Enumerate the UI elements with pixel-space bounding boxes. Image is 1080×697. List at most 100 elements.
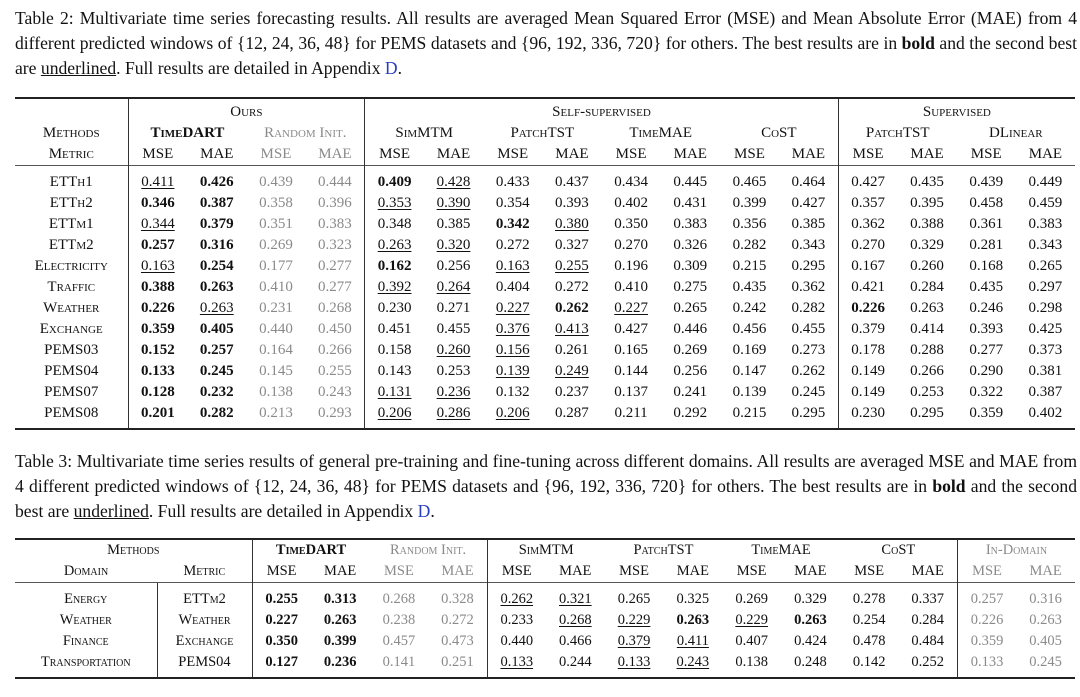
metric-header: MAE — [911, 563, 944, 579]
value-cell: 0.446 — [673, 321, 708, 337]
value-cell: 0.272 — [555, 279, 589, 295]
value-cell: 0.142 — [839, 652, 899, 679]
value-cell: 0.253 — [436, 363, 471, 379]
value-cell: 0.466 — [558, 633, 592, 649]
domain-name: Finance — [62, 633, 109, 649]
dataset-name: Exchange — [39, 321, 103, 337]
value-cell: 0.213 — [246, 403, 306, 430]
value-cell: 0.230 — [364, 298, 424, 319]
value-cell: 0.230 — [837, 403, 898, 430]
value-cell: 0.201 — [127, 403, 188, 430]
value-cell: 0.178 — [837, 340, 898, 361]
value-cell: 0.252 — [898, 652, 958, 679]
value-cell: 0.243 — [663, 652, 723, 679]
value-cell: 0.407 — [735, 633, 768, 649]
metric-header: MSE — [854, 563, 885, 579]
method-header: Random Init. — [369, 538, 488, 561]
value-cell: 0.266 — [318, 342, 352, 358]
value-cell: 0.421 — [837, 277, 898, 298]
value-cell: 0.411 — [676, 633, 709, 649]
value-cell: 0.323 — [318, 237, 352, 253]
value-cell: 0.427 — [614, 321, 648, 337]
value-cell: 0.266 — [910, 363, 944, 379]
metric-header: MSE — [970, 146, 1002, 162]
value-cell: 0.373 — [1028, 342, 1063, 358]
value-cell: 0.484 — [911, 633, 945, 649]
value-cell: 0.255 — [251, 582, 311, 610]
value-cell: 0.270 — [614, 237, 648, 253]
value-cell: 0.326 — [673, 237, 708, 253]
caption-underline: underlined — [40, 58, 117, 78]
value-cell: 0.272 — [441, 612, 474, 628]
value-cell: 0.256 — [436, 258, 471, 274]
value-cell: 0.137 — [614, 384, 648, 400]
value-cell: 0.297 — [1028, 279, 1063, 295]
value-cell: 0.413 — [555, 321, 589, 337]
metric-header: MSE — [615, 146, 647, 162]
table-row: PEMS03 0.152 0.257 0.164 0.266 0.158 0.260 0.15… — [15, 340, 1075, 361]
dataset-name: Traffic — [47, 279, 96, 295]
table-row: Weather 0.226 0.263 0.231 0.268 0.230 0.271 0.2… — [15, 298, 1075, 319]
value-cell: 0.244 — [545, 652, 605, 679]
value-cell: 0.404 — [495, 279, 530, 295]
value-cell: 0.449 — [1015, 165, 1075, 193]
value-cell: 0.138 — [259, 384, 293, 400]
dataset-name: Weather — [43, 300, 100, 316]
value-cell: 0.162 — [364, 256, 424, 277]
value-cell: 0.383 — [318, 216, 352, 232]
metric-header: MAE — [673, 146, 707, 162]
value-cell: 0.196 — [614, 258, 648, 274]
value-cell: 0.263 — [323, 612, 357, 628]
table-2: Ours Self-supervised Supervised Methods Time… — [15, 97, 1075, 430]
corner-cell — [15, 97, 128, 123]
value-cell: 0.245 — [791, 384, 826, 400]
table-row: Transportation PEMS04 0.127 0.236 0.141 0.251… — [15, 652, 1075, 679]
value-cell: 0.433 — [483, 165, 543, 193]
value-cell: 0.263 — [794, 612, 827, 628]
value-cell: 0.309 — [673, 258, 708, 274]
value-cell: 0.427 — [791, 195, 826, 211]
appendix-link[interactable]: D — [417, 501, 431, 521]
value-cell: 0.393 — [969, 321, 1004, 337]
value-cell: 0.257 — [127, 235, 188, 256]
appendix-link[interactable]: D — [384, 58, 398, 78]
value-cell: 0.245 — [1016, 652, 1075, 679]
caption-bold: bold — [932, 476, 966, 496]
value-cell: 0.435 — [732, 279, 767, 295]
table-row: Traffic 0.388 0.263 0.410 0.277 0.392 0.264 0.4… — [15, 277, 1075, 298]
value-cell: 0.396 — [318, 195, 352, 211]
value-cell: 0.263 — [199, 300, 234, 316]
value-cell: 0.478 — [852, 633, 886, 649]
value-cell: 0.328 — [428, 582, 488, 610]
value-cell: 0.263 — [364, 235, 424, 256]
value-cell: 0.265 — [1028, 258, 1063, 274]
value-cell: 0.263 — [199, 279, 234, 295]
dataset-name: PEMS08 — [15, 403, 128, 430]
group-header: Self-supervised — [364, 97, 839, 123]
value-cell: 0.455 — [791, 321, 826, 337]
value-cell: 0.459 — [1028, 195, 1063, 211]
value-cell: 0.163 — [127, 256, 188, 277]
method-header: CoST — [761, 125, 797, 141]
method-header: TimeMAE — [629, 125, 693, 141]
value-cell: 0.342 — [495, 216, 530, 232]
value-cell: 0.293 — [305, 403, 365, 430]
value-cell: 0.164 — [259, 342, 293, 358]
value-cell: 0.163 — [495, 258, 530, 274]
value-cell: 0.263 — [676, 612, 710, 628]
value-cell: 0.282 — [732, 237, 767, 253]
method-header: DLinear — [989, 125, 1043, 141]
value-cell: 0.329 — [910, 237, 944, 253]
metric-label: Metric — [48, 146, 94, 162]
dataset-name: PEMS03 — [44, 342, 99, 358]
value-cell: 0.402 — [1015, 403, 1075, 430]
value-cell: 0.232 — [199, 384, 234, 400]
value-cell: 0.132 — [495, 384, 530, 400]
value-cell: 0.282 — [187, 403, 247, 430]
value-cell: 0.445 — [660, 165, 720, 193]
value-cell: 0.263 — [1029, 612, 1062, 628]
table-row: ETTh1 0.411 0.426 0.439 0.444 0.409 0.428 0.433… — [15, 165, 1075, 193]
value-cell: 0.385 — [436, 216, 471, 232]
value-cell: 0.248 — [781, 652, 840, 679]
value-cell: 0.383 — [1028, 216, 1063, 232]
